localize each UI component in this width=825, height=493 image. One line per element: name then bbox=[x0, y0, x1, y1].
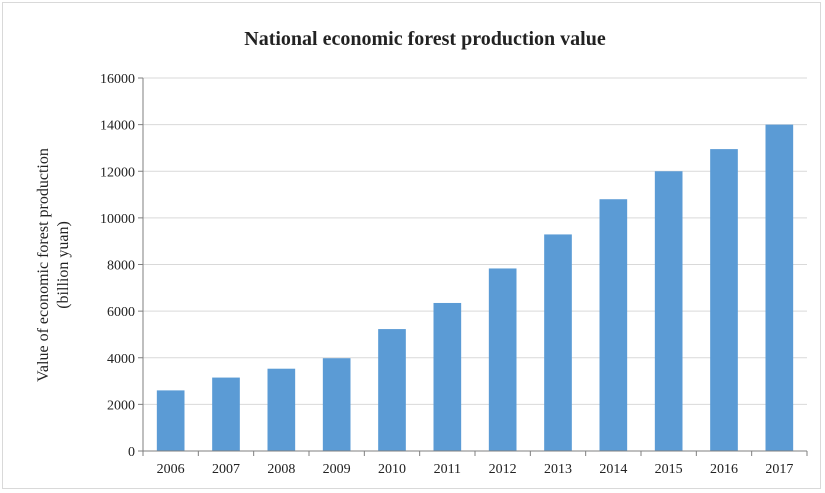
y-tick-label: 6000 bbox=[107, 305, 135, 320]
x-tick-label: 2009 bbox=[323, 462, 351, 477]
x-tick-label: 2011 bbox=[434, 462, 461, 477]
x-tick-label: 2007 bbox=[212, 462, 240, 477]
x-tick-label: 2013 bbox=[544, 462, 572, 477]
x-tick-label: 2006 bbox=[157, 462, 185, 477]
x-tick-labels: 2006 2007 2008 2009 2010 2011 2012 2013 2014 2015… bbox=[157, 462, 794, 477]
gridlines bbox=[143, 77, 807, 405]
bar-2007 bbox=[212, 377, 240, 451]
y-tick-label: 12000 bbox=[100, 165, 135, 180]
bar-2011 bbox=[433, 302, 462, 451]
y-tick-label: 14000 bbox=[100, 119, 135, 134]
x-tick-label: 2008 bbox=[267, 462, 295, 477]
bar-2016 bbox=[710, 149, 738, 451]
y-axis-title: Value of economic forest production (bil… bbox=[35, 148, 72, 382]
y-tick-label: 16000 bbox=[100, 72, 135, 87]
x-tick-label: 2010 bbox=[378, 462, 406, 477]
x-tick-label: 2015 bbox=[655, 462, 683, 477]
bar-2012 bbox=[488, 268, 517, 451]
y-tick-labels: 0 2000 4000 6000 8000 10000 12000 14000 16000 bbox=[100, 72, 135, 460]
y-tick-label: 0 bbox=[128, 445, 135, 460]
x-tick-label: 2012 bbox=[489, 462, 517, 477]
bar-2009 bbox=[322, 358, 351, 451]
bar-2014 bbox=[599, 199, 628, 451]
bar-2010 bbox=[378, 329, 406, 451]
y-axis-title-line-2: (billion yuan) bbox=[55, 221, 72, 309]
y-tick-label: 10000 bbox=[100, 212, 135, 227]
y-tick-label: 2000 bbox=[107, 398, 135, 413]
x-tick-label: 2014 bbox=[599, 462, 627, 477]
bar-2017 bbox=[765, 124, 794, 451]
x-tick-label: 2017 bbox=[765, 462, 793, 477]
y-axis-title-line-1: Value of economic forest production bbox=[35, 148, 52, 382]
bars bbox=[156, 124, 794, 451]
x-tick-label: 2016 bbox=[710, 462, 738, 477]
y-tick-label: 4000 bbox=[107, 352, 135, 367]
bar-2015 bbox=[654, 171, 683, 451]
bar-2006 bbox=[156, 390, 185, 451]
bar-2008 bbox=[267, 368, 296, 451]
y-tick-label: 8000 bbox=[107, 259, 135, 274]
axes bbox=[138, 77, 808, 456]
chart-title: National economic forest production valu… bbox=[244, 28, 606, 50]
bar-2013 bbox=[544, 234, 572, 451]
